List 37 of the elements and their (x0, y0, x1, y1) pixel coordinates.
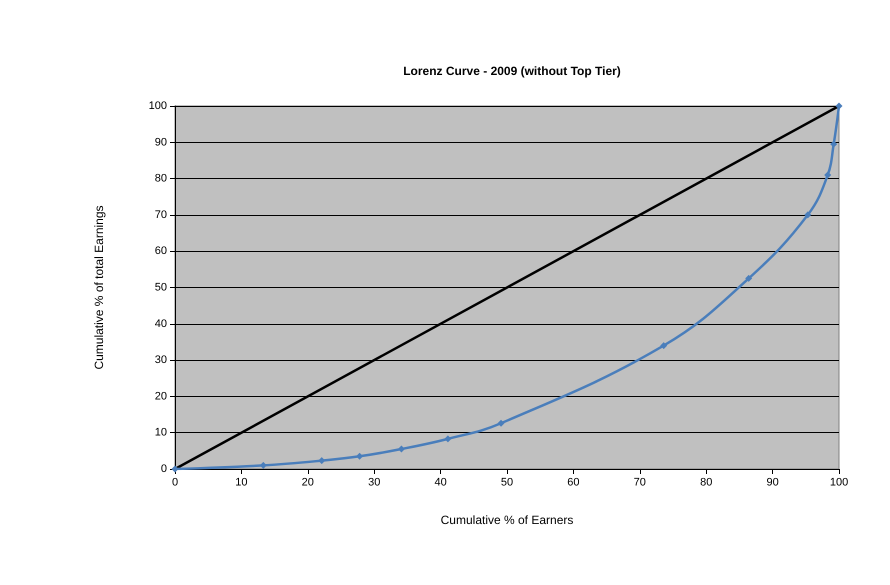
y-tick-label: 20 (154, 390, 167, 402)
x-tick-label: 60 (567, 476, 580, 488)
point (824, 171, 832, 178)
point (498, 420, 505, 427)
point (356, 452, 364, 460)
y-axis-title: Cumulative % of total Earnings (92, 205, 106, 370)
x-tick-label: 80 (700, 476, 712, 488)
y-tick-label: 40 (154, 318, 167, 330)
x-tick-label: 90 (766, 476, 779, 488)
point (836, 102, 842, 110)
y-tick-label: 60 (154, 245, 167, 258)
y-tick-label: 80 (154, 172, 167, 185)
x-axis-title: Cumulative % of Earners (440, 513, 574, 527)
x-tick-label: 50 (500, 476, 514, 488)
y-tick-label: 90 (154, 136, 167, 148)
x-tick-label: 70 (634, 476, 646, 488)
chart-title: Lorenz Curve - 2009 (without Top Tier) (403, 64, 621, 78)
point (260, 462, 267, 469)
x-tick-label: 20 (302, 476, 314, 488)
point (318, 457, 326, 464)
point (830, 140, 838, 148)
y-tick-label: 50 (154, 282, 167, 294)
y-tick-label: 10 (154, 426, 167, 439)
y-tick-label: 0 (160, 463, 167, 475)
x-tick-label: 100 (830, 476, 848, 488)
x-tick-label: 0 (172, 476, 178, 488)
y-tick-label: 70 (154, 208, 167, 221)
y-tick-label: 100 (148, 100, 167, 112)
point (398, 446, 405, 453)
x-tick-label: 10 (235, 476, 248, 488)
point (660, 342, 668, 350)
point (804, 211, 812, 218)
y-tick-label: 30 (154, 354, 167, 366)
x-tick-label: 40 (434, 476, 447, 488)
point (444, 435, 452, 442)
point (745, 274, 752, 282)
x-tick-label: 30 (368, 476, 380, 488)
